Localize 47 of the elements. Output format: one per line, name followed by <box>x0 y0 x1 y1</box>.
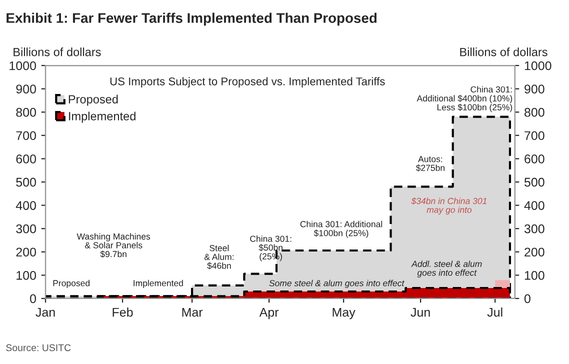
legend-label: Proposed <box>68 94 118 106</box>
annotation: China 301: Additional $400bn (10%) Less $100bn (25%) <box>416 86 512 112</box>
legend-label: Implemented <box>69 112 136 123</box>
annotation: China 301: $50bn (25%) <box>250 235 292 262</box>
y-tick-label: 0 <box>30 294 36 304</box>
y2-tick-label: 600 <box>524 154 544 164</box>
y-tick-label: 800 <box>16 108 36 117</box>
x-tick-label: Apr <box>259 308 279 320</box>
annotation: Steel & Alum: $46bn <box>204 244 234 270</box>
y-tick-label: 200 <box>16 248 36 257</box>
y-tick-label: 100 <box>16 270 36 280</box>
y-tick-label: 900 <box>16 84 36 94</box>
x-tick-label: Jan <box>36 308 55 317</box>
y-tick-label: 1000 <box>10 61 36 70</box>
x-tick-label: Jun <box>410 308 430 317</box>
annotation: $34bn in China 301 may go into <box>411 198 486 215</box>
y2-tick-label: 700 <box>524 131 544 140</box>
y2-tick-label: 1000 <box>524 61 552 70</box>
annotation: Proposed <box>53 280 90 288</box>
x-tick-label: May <box>332 308 356 320</box>
y2-tick-label: 900 <box>524 84 544 94</box>
y2-tick-label: 0 <box>524 294 530 304</box>
y-tick-label: 500 <box>16 178 36 187</box>
x-tick-label: Feb <box>112 308 133 317</box>
y2-tick-label: 800 <box>524 108 544 117</box>
text: US Imports Subject to Proposed vs. Implemented Tariffs <box>110 77 385 88</box>
y-tick-label: 300 <box>16 224 36 234</box>
annotation: Some steel & alum goes into effect <box>269 280 404 288</box>
annotation: China 301: Additional $100bn (25%) <box>300 220 382 238</box>
source-note: Source: USITC <box>6 344 71 352</box>
x-tick-label: Jul <box>487 308 502 317</box>
annotation: Implemented <box>134 280 183 288</box>
y2-tick-label: 100 <box>524 270 544 280</box>
y2-axis-title: Billions of dollars <box>460 48 548 56</box>
x-tick-label: Mar <box>182 308 203 317</box>
chart-title: Exhibit 1: Far Fewer Tariffs Implemented Than Proposed <box>6 12 377 26</box>
y2-tick-label: 300 <box>524 224 544 234</box>
y-tick-label: 600 <box>16 154 36 164</box>
y-tick-label: 700 <box>16 131 36 140</box>
y2-tick-label: 200 <box>524 248 544 257</box>
y2-tick-label: 400 <box>524 201 544 210</box>
annotation: Addl. steel & alum goes into effect <box>411 260 482 278</box>
annotation: Washing Machines & Solar Panels $9.7bn <box>76 233 150 258</box>
y-axis-title: Billions of dollars <box>14 48 101 56</box>
annotation: Autos: $275bn <box>416 156 444 172</box>
y2-tick-label: 500 <box>524 178 544 187</box>
y-tick-label: 400 <box>16 201 36 210</box>
